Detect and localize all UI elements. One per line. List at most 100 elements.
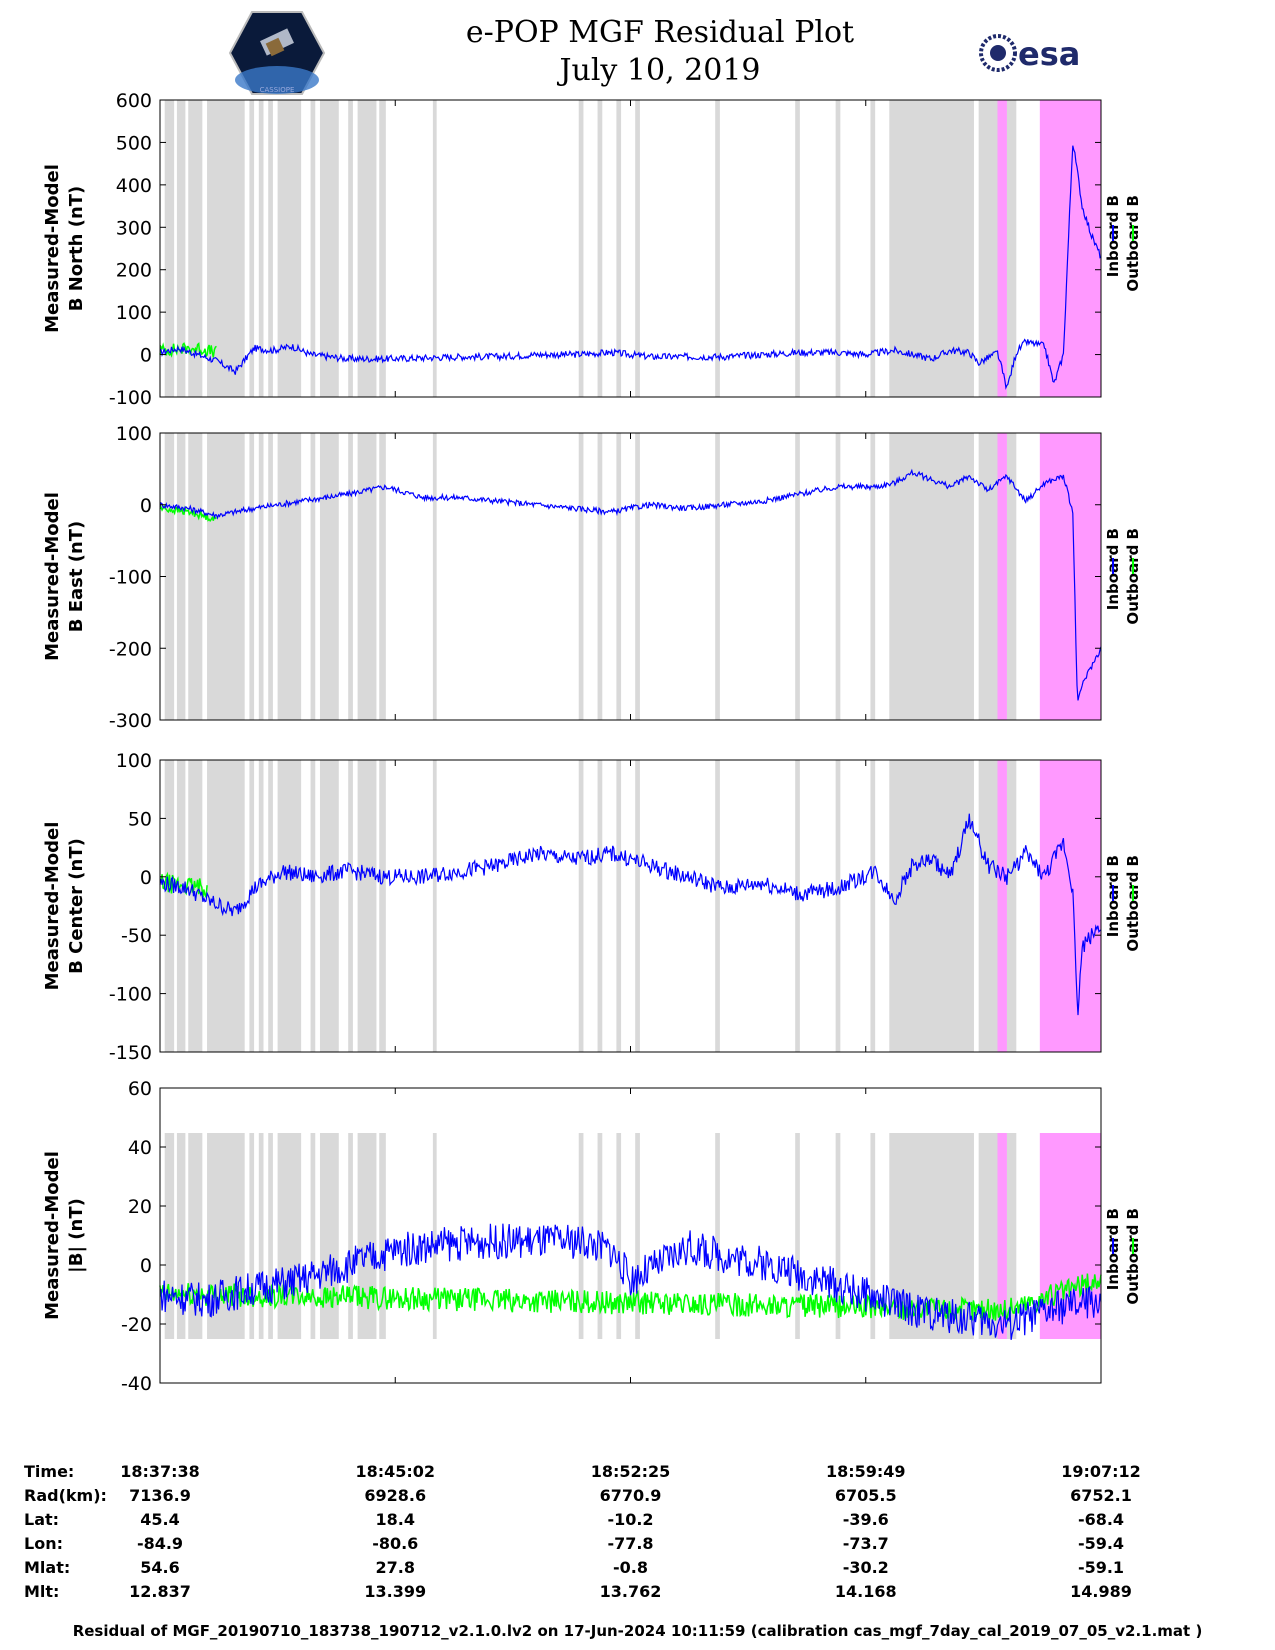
- info-cell: 13.399: [364, 1582, 427, 1601]
- gray-band: [319, 1133, 339, 1339]
- info-cell: 19:07:12: [1061, 1462, 1141, 1481]
- gray-band: [835, 1133, 841, 1339]
- gray-band: [889, 100, 974, 397]
- gray-band: [277, 100, 302, 397]
- info-cell: -0.8: [613, 1558, 648, 1577]
- gray-band: [277, 760, 302, 1052]
- y-axis-label: Measured-Model: [42, 822, 63, 991]
- gray-band: [348, 1133, 353, 1339]
- info-row-label: Rad(km):: [24, 1486, 107, 1505]
- info-row-label: Mlt:: [24, 1582, 60, 1601]
- y-tick-label: 0: [140, 495, 152, 517]
- gray-band: [310, 1133, 316, 1339]
- gray-band: [207, 760, 245, 1052]
- gray-band: [310, 760, 316, 1052]
- info-cell: -30.2: [842, 1558, 889, 1577]
- y-tick-label: 400: [116, 175, 152, 197]
- gray-band: [597, 433, 603, 720]
- gray-band: [176, 760, 186, 1052]
- y-tick-label: 50: [128, 808, 152, 830]
- y-tick-label: -100: [109, 984, 152, 1006]
- pink-band: [1039, 100, 1101, 397]
- pink-band: [1039, 760, 1101, 1052]
- gray-band: [207, 433, 245, 720]
- esa-logo: esa: [979, 34, 1080, 73]
- info-cell: -84.9: [136, 1534, 184, 1553]
- info-cell: -77.8: [607, 1534, 654, 1553]
- info-cell: -10.2: [607, 1510, 654, 1529]
- info-row-label: Lat:: [24, 1510, 60, 1529]
- y-tick-label: 100: [116, 302, 152, 324]
- panel-center: -150 -100 -50 0 50 100 Measured-Model B Center …: [42, 750, 1142, 1064]
- y-axis-label: |B| (nT): [66, 1198, 87, 1273]
- info-cell: -59.4: [1077, 1534, 1125, 1553]
- gray-band: [635, 1133, 640, 1339]
- y-tick-label: 0: [140, 345, 152, 367]
- pink-band: [997, 760, 1007, 1052]
- gray-band: [249, 760, 255, 1052]
- gray-band: [715, 433, 720, 720]
- gray-band: [258, 1133, 264, 1339]
- legend-entry: Outboard B: [1124, 195, 1142, 292]
- legend-entry: Outboard B: [1124, 528, 1142, 625]
- logo-right-text: esa: [1018, 35, 1080, 73]
- y-tick-label: -150: [109, 1042, 152, 1064]
- info-cell: 18:45:02: [355, 1462, 436, 1481]
- gray-band: [379, 1133, 386, 1339]
- gray-band: [597, 100, 603, 397]
- gray-band: [870, 1133, 876, 1339]
- panel-east: -300 -200 -100 0 100 Measured-Model B East (nT…: [42, 423, 1142, 732]
- footer-caption: Residual of MGF_20190710_183738_190712_v…: [72, 1622, 1203, 1640]
- info-cell: 13.762: [599, 1582, 662, 1601]
- gray-band: [715, 760, 720, 1052]
- gray-band: [258, 760, 264, 1052]
- y-tick-label: -100: [109, 387, 152, 409]
- cassiope-logo: CASSIOPE: [228, 11, 326, 95]
- series-line-outboard-b: [159, 504, 217, 523]
- gray-band: [249, 100, 255, 397]
- gray-band: [870, 760, 876, 1052]
- gray-band: [795, 433, 800, 720]
- series-line-inboard-b: [159, 813, 1102, 1016]
- info-cell: 6705.5: [834, 1486, 897, 1505]
- gray-band: [616, 760, 622, 1052]
- gray-band: [258, 100, 264, 397]
- gray-band: [578, 100, 584, 397]
- title-block: e-POP MGF Residual Plot July 10, 2019: [380, 14, 940, 90]
- plot-date: July 10, 2019: [559, 53, 761, 88]
- y-tick-label: 60: [128, 1078, 152, 1100]
- gray-band: [348, 760, 353, 1052]
- y-tick-label: -200: [109, 638, 152, 660]
- gray-band: [635, 760, 640, 1052]
- gray-band: [319, 433, 339, 720]
- y-tick-label: -40: [121, 1373, 152, 1395]
- gray-band: [249, 1133, 255, 1339]
- gray-band: [432, 1133, 437, 1339]
- logo-left-text: CASSIOPE: [260, 86, 295, 94]
- info-cell: 6928.6: [364, 1486, 427, 1505]
- gray-band: [268, 433, 273, 720]
- gray-band: [188, 433, 203, 720]
- info-cell: -68.4: [1077, 1510, 1125, 1529]
- gray-band: [379, 100, 386, 397]
- gray-band: [268, 100, 273, 397]
- series-line-inboard-b: [159, 145, 1102, 390]
- y-axis-label: Measured-Model: [42, 164, 63, 333]
- info-cell: -59.1: [1077, 1558, 1125, 1577]
- gray-band: [616, 433, 622, 720]
- legend-entry: Outboard B: [1124, 1208, 1142, 1305]
- series-line-inboard-b: [159, 468, 1102, 701]
- gray-band: [164, 760, 175, 1052]
- y-tick-label: -100: [109, 567, 152, 589]
- info-cell: 18:59:49: [825, 1462, 906, 1481]
- gray-band: [889, 1133, 974, 1339]
- gray-band: [207, 100, 245, 397]
- gray-band: [635, 100, 640, 397]
- y-tick-label: -50: [121, 925, 152, 947]
- info-cell: 54.6: [140, 1558, 180, 1577]
- gray-band: [176, 100, 186, 397]
- y-tick-label: 20: [128, 1196, 152, 1218]
- gray-band: [616, 100, 622, 397]
- info-cell: 7136.9: [129, 1486, 191, 1505]
